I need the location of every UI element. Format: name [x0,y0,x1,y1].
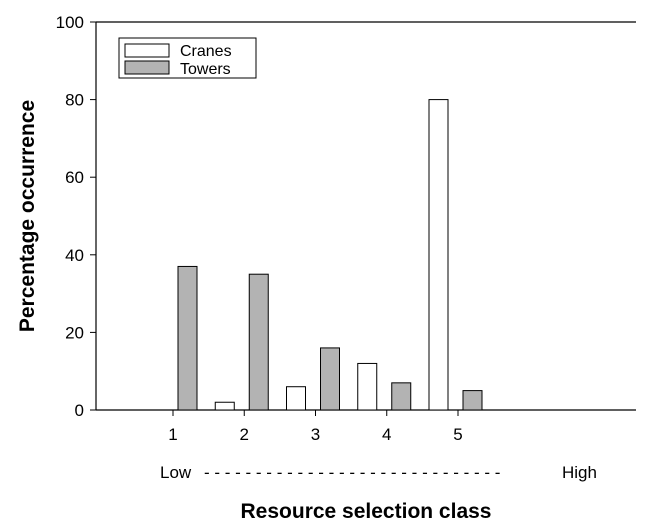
y-tick-label: 20 [65,323,84,342]
bar-cranes-5 [428,99,449,411]
x-tick-label: 2 [240,425,249,444]
bar-towers-3 [320,347,340,411]
bar-cranes-2 [214,401,235,411]
y-tick-label: 80 [65,91,84,110]
legend-swatch-towers [124,60,170,75]
bar-towers-1 [177,265,198,411]
legend-swatch-cranes [124,43,170,58]
y-tick-label: 40 [65,246,84,265]
bars [177,99,483,411]
y-axis-title: Percentage occurrence [16,100,39,332]
range-low-label: Low [160,463,192,482]
x-tick-label: 4 [382,425,391,444]
x-tick-label: 1 [168,425,177,444]
x-ticks: 1 2 3 4 5 [168,410,463,444]
bar-cranes-4 [357,362,378,411]
bar-cranes-3 [286,386,306,411]
range-dashes: - - - - - - - - - - - - - - - - - - - - … [204,463,500,482]
x-axis-title: Resource selection class [241,500,492,523]
y-tick-label: 0 [75,401,84,420]
bar-towers-5 [462,390,483,411]
y-tick-label: 60 [65,168,84,187]
x-tick-label: 5 [453,425,462,444]
range-high-label: High [562,463,597,482]
y-tick-label: 100 [56,13,84,32]
legend-label-cranes: Cranes [180,43,232,60]
bar-towers-4 [391,382,412,411]
bar-towers-2 [248,273,269,411]
x-tick-label: 3 [311,425,320,444]
legend: Cranes Towers [118,37,257,79]
plot-axes [95,21,636,411]
legend-label-towers: Towers [180,61,231,78]
y-ticks: 0 20 40 60 80 100 [56,13,96,420]
